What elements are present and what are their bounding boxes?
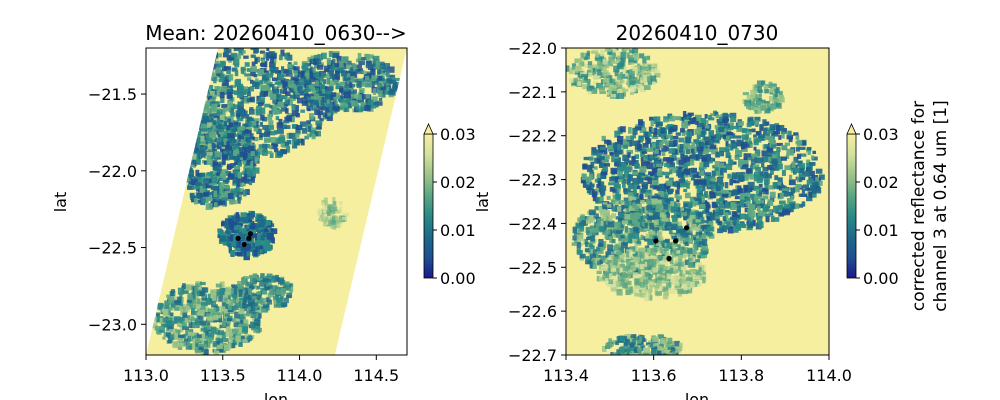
left-map-area: [146, 48, 407, 355]
x-tick-label: 113.5: [200, 366, 246, 385]
station-point: [235, 235, 241, 241]
station-point: [653, 238, 659, 244]
right-cloud-field: [566, 48, 825, 355]
left-colorbar: 0.00 0.01 0.02 0.03: [423, 123, 476, 288]
x-tick-label: 114.0: [806, 366, 852, 385]
station-point: [247, 231, 253, 237]
right-xlabel: lon: [685, 390, 709, 400]
left-x-ticks: 113.0 113.5 114.0 114.5: [123, 355, 399, 385]
left-cloud-field: [150, 48, 400, 355]
y-tick-label: −22.5: [88, 239, 137, 258]
right-ylabel: lat: [473, 192, 492, 213]
x-tick-label: 113.8: [718, 366, 764, 385]
colorbar-tick-label: 0.01: [863, 221, 899, 240]
y-tick-label: −22.4: [508, 214, 557, 233]
right-colorbar: 0.00 0.01 0.02 0.03 corrected reflectance f…: [846, 100, 951, 312]
colorbar-tick-label: 0.03: [440, 125, 476, 144]
station-point: [672, 238, 679, 244]
right-colorbar-extend: [846, 123, 857, 135]
right-colorbar-ticks: 0.00 0.01 0.02 0.03: [856, 125, 899, 288]
right-map-area: [566, 48, 829, 355]
right-chart-title: 20260410_0730: [616, 21, 779, 45]
colorbar-tick-label: 0.01: [440, 221, 476, 240]
colorbar-tick-label: 0.02: [863, 173, 899, 192]
left-ylabel: lat: [51, 192, 70, 213]
y-tick-label: −22.1: [508, 83, 557, 102]
right-y-ticks: −22.0 −22.1 −22.2 −22.3 −22.4 −22.5 −22.6 −22.7: [508, 39, 566, 365]
right-axes-frame: [565, 47, 830, 356]
station-point: [241, 241, 247, 248]
left-xlabel: lon: [264, 390, 288, 400]
right-colorbar-label: corrected reflectance for channel 3 at 0.…: [909, 100, 951, 311]
right-chart: 20260410_0730 113.4 113.6 113.8 114.0 −22.0…: [473, 21, 951, 400]
left-points: [235, 231, 253, 248]
x-tick-label: 114.5: [353, 366, 399, 385]
x-tick-label: 113.0: [123, 366, 169, 385]
left-axes-frame: [145, 47, 408, 356]
station-point: [683, 225, 690, 231]
colorbar-tick-label: 0.00: [863, 269, 899, 288]
colorbar-tick-label: 0.02: [440, 173, 476, 192]
colorbar-tick-label: 0.00: [440, 269, 476, 288]
colorbar-label-line: corrected reflectance for: [909, 101, 929, 311]
y-tick-label: −22.0: [508, 39, 557, 58]
station-point: [666, 255, 672, 262]
y-tick-label: −22.2: [508, 127, 557, 146]
y-tick-label: −22.5: [508, 258, 557, 277]
left-chart: Mean: 20260410_0630--> 113.0 113.5 114.0 11…: [51, 21, 476, 400]
colorbar-tick-label: 0.03: [863, 125, 899, 144]
y-tick-label: −22.7: [508, 346, 557, 365]
y-tick-label: −23.0: [88, 315, 137, 334]
y-tick-label: −21.5: [88, 85, 137, 104]
left-colorbar-extend: [423, 123, 434, 135]
left-colorbar-ticks: 0.00 0.01 0.02 0.03: [433, 125, 476, 288]
right-points: [653, 225, 690, 262]
colorbar-label-line: channel 3 at 0.64 um [1]: [931, 100, 951, 311]
y-tick-label: −22.6: [508, 302, 557, 321]
y-tick-label: −22.0: [88, 162, 137, 181]
x-tick-label: 113.4: [543, 366, 589, 385]
station-point: [246, 235, 252, 241]
right-x-ticks: 113.4 113.6 113.8 114.0: [543, 355, 852, 385]
left-y-ticks: −21.5 −22.0 −22.5 −23.0: [88, 85, 146, 334]
x-tick-label: 114.0: [277, 366, 323, 385]
x-tick-label: 113.6: [631, 366, 677, 385]
left-chart-title: Mean: 20260410_0630-->: [145, 21, 406, 45]
y-tick-label: −22.3: [508, 171, 557, 190]
